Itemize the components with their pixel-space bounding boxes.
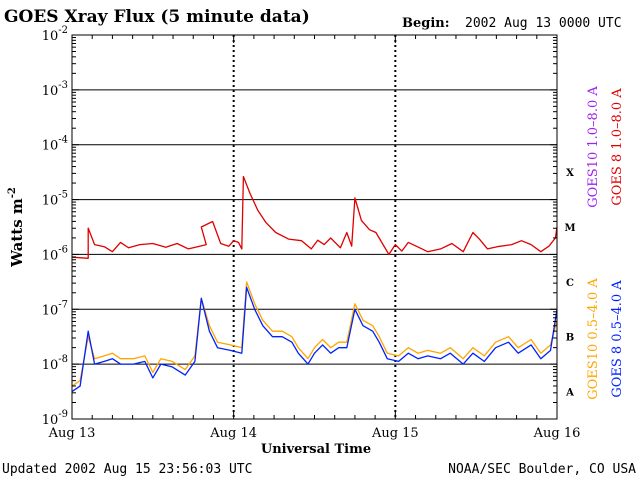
- y-tick-exponent: -5: [58, 190, 68, 201]
- series-line-2: [71, 281, 558, 387]
- y-axis-label: Watts m-2: [7, 187, 26, 268]
- y-tick-base: 10: [42, 84, 59, 99]
- data-series: [71, 175, 558, 393]
- legend-entry-2: GOES 8 0.5–4.0 A: [610, 280, 625, 398]
- begin-label: Begin:: [402, 16, 450, 31]
- flare-class-m: M: [564, 223, 575, 234]
- x-axis-ticks: Aug 13 Aug 14 Aug 15 Aug 16: [48, 35, 581, 441]
- y-tick-exponent: -7: [58, 299, 68, 310]
- y-tick-exponent: -8: [58, 354, 68, 365]
- flare-class-b: B: [566, 333, 574, 344]
- y-tick-label: 10-4: [42, 135, 68, 154]
- y-tick-base: 10: [42, 303, 59, 318]
- y-axis-label-sup: -2: [7, 187, 18, 198]
- legend-entry-0: GOES 8 1.0–8.0 A: [610, 88, 625, 206]
- footer-updated: Updated 2002 Aug 15 23:56:03 UTC: [2, 462, 252, 477]
- flare-class-labels: X M C B A: [564, 168, 575, 398]
- flare-class-x: X: [566, 168, 574, 179]
- y-tick-label: 10-9: [42, 409, 68, 428]
- chart-title: GOES Xray Flux (5 minute data): [4, 7, 310, 27]
- y-tick-exponent: -6: [58, 244, 68, 255]
- x-tick-label: Aug 15: [371, 426, 419, 441]
- legend-entry-1: GOES10 1.0–8.0 A: [586, 86, 601, 208]
- y-tick-exponent: -2: [58, 25, 68, 36]
- y-tick-base: 10: [42, 358, 59, 373]
- y-tick-exponent: -3: [58, 80, 68, 91]
- y-tick-label: 10-3: [42, 80, 68, 99]
- series-line-3: [71, 286, 558, 393]
- y-tick-exponent: -9: [58, 409, 68, 420]
- x-tick-label: Aug 13: [48, 426, 96, 441]
- y-tick-exponent: -4: [58, 135, 68, 146]
- y-tick-label: 10-6: [42, 244, 68, 263]
- y-tick-base: 10: [42, 139, 59, 154]
- grid-lines: [72, 35, 557, 419]
- y-tick-base: 10: [42, 248, 59, 263]
- y-axis-ticks: 10-210-310-410-510-610-710-810-9: [42, 25, 557, 428]
- legend: GOES 8 1.0–8.0 A GOES10 1.0–8.0 A GOES 8 0…: [586, 86, 625, 400]
- begin-value: 2002 Aug 13 0000 UTC: [465, 16, 622, 31]
- y-tick-base: 10: [42, 29, 59, 44]
- svg-text:Watts m-2: Watts m-2: [7, 187, 26, 268]
- y-tick-base: 10: [42, 413, 59, 428]
- flare-class-a: A: [565, 388, 574, 399]
- flare-class-c: C: [566, 278, 574, 289]
- footer-credit: NOAA/SEC Boulder, CO USA: [448, 462, 636, 477]
- y-tick-label: 10-2: [42, 25, 68, 44]
- x-axis-label: Universal Time: [261, 442, 371, 457]
- legend-entry-3: GOES10 0.5–4.0 A: [586, 278, 601, 400]
- y-tick-base: 10: [42, 194, 59, 209]
- y-tick-label: 10-5: [42, 190, 68, 209]
- y-tick-label: 10-7: [42, 299, 68, 318]
- x-tick-label: Aug 14: [209, 426, 257, 441]
- x-tick-label: Aug 16: [533, 426, 581, 441]
- series-line-1: [71, 175, 558, 259]
- y-axis-label-text: Watts m: [8, 198, 26, 268]
- y-tick-label: 10-8: [42, 354, 68, 373]
